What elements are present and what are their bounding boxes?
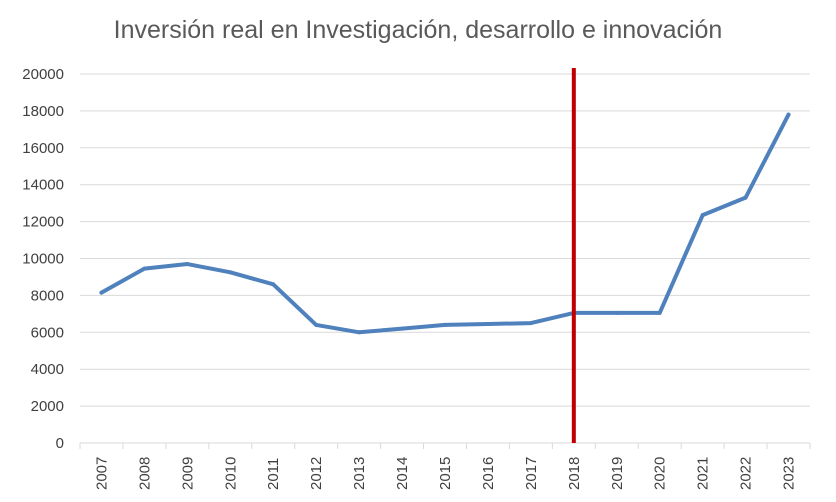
y-tick-label: 12000 (22, 214, 64, 231)
x-tick-label: 2007 (93, 457, 110, 490)
x-tick-label: 2021 (695, 457, 712, 490)
data-point (443, 322, 447, 327)
y-axis: 0 2000 4000 6000 8000 10000 12000 14000 16000 180… (22, 66, 64, 452)
data-point (485, 321, 490, 326)
x-tick-label: 2016 (480, 457, 497, 490)
x-tick-label: 2009 (179, 457, 196, 490)
data-point (314, 322, 319, 327)
data-point (700, 213, 705, 218)
data-point (99, 290, 104, 295)
x-tick-label: 2022 (738, 457, 755, 490)
data-point (357, 330, 362, 335)
y-tick-label: 8000 (31, 287, 64, 304)
data-point (743, 195, 748, 200)
y-tick-label: 10000 (22, 251, 64, 268)
x-tick-label: 2017 (523, 457, 540, 490)
y-tick-label: 4000 (31, 361, 64, 378)
data-point (786, 112, 791, 117)
data-point (528, 321, 533, 326)
x-tick-label: 2018 (566, 457, 583, 490)
x-tick-label: 2015 (437, 457, 454, 490)
y-tick-label: 14000 (22, 177, 64, 194)
x-tick-label: 2014 (394, 457, 411, 490)
chart-title: Inversión real en Investigación, desarro… (113, 16, 723, 44)
x-tick-label: 2013 (351, 457, 368, 490)
x-tick-label: 2019 (609, 457, 626, 490)
data-point (228, 270, 233, 275)
y-tick-label: 16000 (22, 140, 64, 157)
y-tick-label: 20000 (22, 66, 64, 83)
x-tick-label: 2020 (652, 457, 669, 490)
y-tick-label: 2000 (31, 398, 64, 415)
y-tick-label: 18000 (22, 103, 64, 120)
data-point (271, 282, 276, 287)
x-tick-label: 2010 (222, 457, 239, 490)
data-point (400, 326, 405, 331)
y-tick-label: 0 (56, 435, 64, 452)
data-point (614, 310, 619, 315)
x-axis: 2007 2008 2009 2010 2011 2012 2013 2014 2015 2016… (79, 443, 811, 490)
data-point (657, 310, 662, 315)
x-tick-label: 2008 (136, 457, 153, 490)
data-point (185, 262, 190, 267)
series-layer (99, 112, 791, 335)
data-point (142, 266, 147, 271)
x-tick-label: 2012 (308, 457, 325, 490)
x-tick-label: 2023 (781, 457, 798, 490)
y-tick-label: 6000 (31, 324, 64, 341)
series-line (99, 112, 791, 335)
x-tick-label: 2011 (265, 458, 282, 490)
gridlines (80, 73, 810, 444)
